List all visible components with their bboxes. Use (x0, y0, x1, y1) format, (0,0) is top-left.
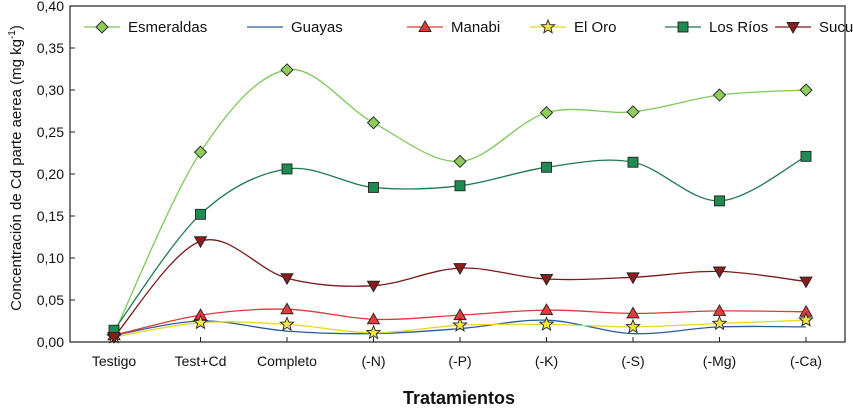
x-tick-label: (-Ca) (790, 353, 822, 369)
y-tick-label: 0,25 (37, 124, 64, 140)
data-point-los-rios (195, 208, 206, 220)
x-tick-label: (-N) (361, 353, 385, 369)
x-tick-marks (113, 337, 807, 342)
data-point-el-oro (711, 315, 728, 331)
data-point-los-rios (800, 150, 812, 162)
data-point-los-rios (368, 181, 379, 193)
y-axis-title-suffix: ) (8, 25, 25, 30)
series-lines (113, 68, 807, 338)
data-point-esmeraldas (280, 63, 294, 77)
data-point-sucumbios (366, 280, 381, 293)
plot-frame (69, 5, 846, 343)
data-point-sucumbios (107, 332, 121, 344)
y-axis-title-superscript: -1 (7, 30, 18, 39)
data-point-los-rios (454, 180, 466, 192)
x-tick-label: Completo (257, 353, 317, 369)
legend-item-el-oro: El Oro (530, 18, 617, 36)
x-tick-label: (-P) (448, 353, 471, 369)
y-tick-label: 0,35 (37, 40, 64, 56)
data-point-manabi (539, 303, 554, 316)
y-tick-label: 0,40 (37, 0, 64, 14)
series-line-sucumbios (113, 239, 807, 338)
x-tick-label: (-K) (535, 353, 558, 369)
legend-label-el-oro: El Oro (574, 19, 617, 36)
data-point-el-oro (798, 311, 814, 327)
y-tick-marks (70, 5, 75, 343)
y-tick-label: 0,15 (37, 208, 64, 224)
plot-area: 0,00 0,05 0,10 0,15 0,20 0,25 0,30 0,35 0,40 Tes… (37, 0, 846, 369)
x-tick-labels: Testigo Test+Cd Completo (-N) (-P) (-K) (-S) (-… (92, 353, 822, 369)
data-point-manabi (712, 304, 727, 316)
series-markers (106, 63, 814, 344)
y-tick-label: 0,30 (37, 82, 64, 98)
data-point-los-rios (627, 156, 639, 168)
legend-label-manabi: Manabi (451, 19, 500, 36)
legend-item-sucumbios: Sucumbíos (775, 19, 853, 36)
data-point-esmeraldas (193, 145, 208, 159)
legend-label-guayas: Guayas (291, 19, 343, 36)
legend-marker-sucumbios (786, 22, 800, 34)
series-line-esmeraldas (113, 68, 807, 334)
y-axis-title: Concentración de Cd parte aerea (mg kg-1… (7, 25, 25, 311)
legend-marker-el-oro (540, 18, 556, 34)
legend-label-sucumbios: Sucumbíos (819, 19, 853, 36)
data-point-los-rios (541, 161, 552, 173)
data-point-el-oro (192, 314, 209, 330)
data-point-el-oro (452, 316, 468, 332)
y-axis-title-main: Concentración de Cd parte aerea (mg kg (8, 39, 25, 311)
data-point-esmeraldas (366, 116, 381, 130)
data-point-el-oro (625, 318, 641, 334)
data-point-esmeraldas (539, 106, 554, 120)
legend-item-los-rios: Los Ríos (665, 19, 768, 36)
legend-label-los-rios: Los Ríos (709, 19, 768, 36)
y-tick-label: 0,20 (37, 166, 64, 182)
y-tick-label: 0,10 (37, 250, 64, 266)
x-axis-title: Tratamientos (403, 388, 515, 408)
data-point-sucumbios (539, 274, 554, 286)
data-point-sucumbios (453, 263, 467, 275)
legend-marker-manabi (418, 20, 432, 32)
data-point-manabi (366, 312, 381, 325)
data-point-los-rios (714, 195, 725, 207)
data-point-esmeraldas (453, 154, 467, 169)
y-tick-labels: 0,00 0,05 0,10 0,15 0,20 0,25 0,30 0,35 0,40 (37, 0, 64, 350)
data-point-los-rios (281, 163, 293, 175)
data-point-sucumbios (799, 276, 813, 289)
data-point-sucumbios (193, 236, 208, 249)
data-point-sucumbios (626, 272, 640, 285)
legend-marker-esmeraldas (95, 20, 109, 34)
legend-marker-los-rios (677, 21, 689, 33)
legend-item-esmeraldas: Esmeraldas (84, 19, 207, 36)
data-point-manabi (280, 302, 294, 315)
legend-item-manabi: Manabi (407, 19, 500, 36)
x-tick-label: Testigo (92, 353, 137, 369)
x-tick-label: Test+Cd (175, 353, 227, 369)
data-point-esmeraldas (712, 88, 727, 102)
y-tick-label: 0,05 (37, 292, 64, 308)
data-point-el-oro (365, 324, 382, 340)
legend-item-guayas: Guayas (247, 19, 343, 36)
data-point-manabi (626, 306, 640, 319)
data-point-el-oro (279, 316, 295, 331)
data-point-sucumbios (712, 266, 727, 279)
x-tick-label: (-Mg) (703, 353, 736, 369)
x-tick-label: (-S) (621, 353, 644, 369)
data-point-esmeraldas (626, 105, 640, 119)
data-point-sucumbios (280, 273, 294, 286)
data-point-el-oro (538, 316, 555, 331)
y-tick-label: 0,00 (37, 334, 64, 350)
legend-label-esmeraldas: Esmeraldas (128, 19, 207, 36)
data-point-esmeraldas (799, 83, 813, 97)
legend: Esmeraldas Guayas Manabi El Oro Los Ríos Sucu… (84, 18, 853, 36)
